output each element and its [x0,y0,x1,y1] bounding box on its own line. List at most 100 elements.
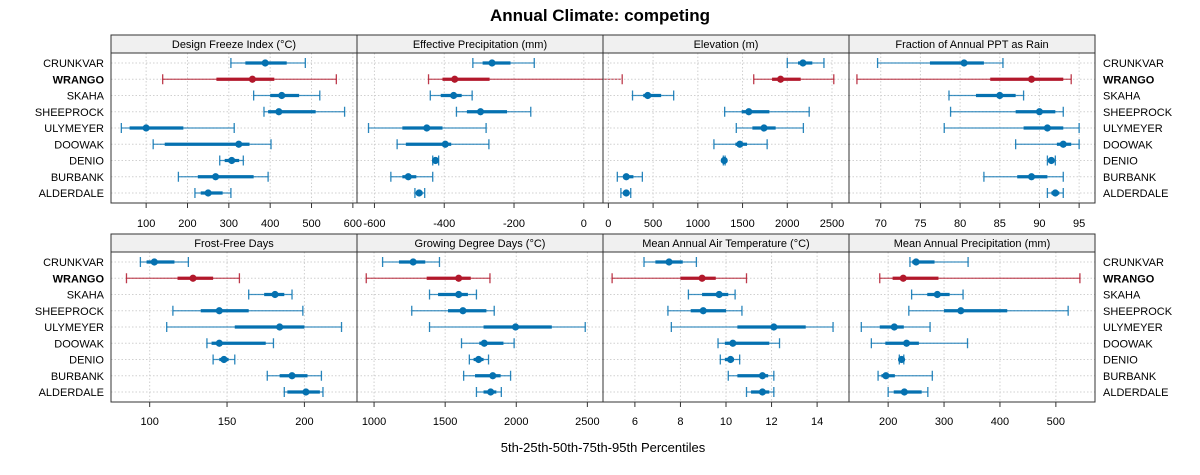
panel-border [848,251,1096,403]
row-label-right: BURBANK [1103,172,1157,184]
median-point [423,124,431,132]
row-label-left: CRUNKVAR [43,257,104,269]
percentile-mark-wrango [856,74,1072,85]
x-tick-label: 500 [302,218,320,230]
row-label-right: CRUNKVAR [1103,257,1164,269]
panel-2: Elevation (m) 0 500 1000 1500 2000 2500 [602,34,850,230]
median-point [736,140,744,148]
row-label-right: SKAHA [1103,91,1141,103]
median-point [288,372,296,380]
row-label-right: ALDERDALE [1103,387,1168,399]
percentile-mark-ulymeyer [367,123,487,133]
median-point [480,339,488,347]
median-point [189,274,197,282]
row-label-right: WRANGO [1103,273,1155,285]
percentile-mark-skaha [429,90,473,101]
row-label-left: SKAHA [67,91,105,103]
x-tick-label: 500 [644,218,662,230]
percentile-mark-alderdale [414,188,426,198]
median-point [431,156,440,165]
row-label-left: BURBANK [51,172,105,184]
x-tick-label: 150 [218,416,236,428]
percentile-mark-crunkvar [643,257,698,267]
median-point [996,91,1004,100]
median-point [745,108,753,116]
x-tick-label: 0 [605,218,611,230]
median-point [450,91,458,100]
percentile-mark-skaha [428,289,478,300]
panel-title: Effective Precipitation (mm) [413,39,547,51]
x-tick-label: 300 [220,218,238,230]
percentile-mark-ulymeyer [943,123,1080,133]
median-point [409,258,417,266]
median-point [302,388,310,396]
panel-title: Elevation (m) [694,39,759,51]
median-point [758,372,767,380]
x-axis-label: 5th-25th-50th-75th-95th Percentiles [501,440,706,455]
median-point [622,189,630,197]
x-tick-label: 2500 [820,218,844,230]
percentile-mark-alderdale [620,188,632,198]
median-point [278,91,286,100]
median-point [415,189,423,197]
median-point [455,274,463,282]
percentile-mark-alderdale [194,188,232,198]
median-point [882,372,890,380]
x-tick-label: 2000 [775,218,799,230]
median-point [276,323,284,331]
median-point [204,189,212,197]
percentile-mark-crunkvar [909,257,969,267]
median-point [215,307,223,315]
percentile-mark-burbank [177,171,269,182]
x-tick-label: 0 [581,218,587,230]
panel-5: Growing Degree Days (°C) 1000 1500 2000 2500 [356,233,604,428]
percentile-mark-ulymeyer [166,322,343,332]
row-label-left: DENIO [69,156,104,168]
percentile-mark-crunkvar [139,257,190,267]
median-point [799,59,807,67]
median-point [622,173,630,181]
median-point [511,323,520,331]
median-point [698,274,706,282]
row-label-left: SHEEPROCK [35,107,105,119]
panel-title: Growing Degree Days (°C) [415,238,546,250]
median-point [644,91,652,100]
median-point [960,59,968,67]
x-tick-label: 200 [178,218,196,230]
row-labels: CRUNKVAR CRUNKVAR WRANGO WRANGO SKAHA SKAHA SH… [35,58,1173,399]
median-point [487,388,495,396]
percentile-mark-denio [897,354,906,365]
percentile-mark-ulymeyer [860,322,931,332]
median-point [235,140,243,148]
percentile-mark-denio [431,155,440,166]
percentile-mark-doowak [206,338,275,349]
percentile-mark-skaha [910,289,964,300]
panel-title: Frost-Free Days [194,238,274,250]
median-point [729,339,737,347]
percentile-mark-doowak [396,139,490,150]
x-tick-label: 1000 [686,218,710,230]
row-label-right: DOOWAK [1103,338,1153,350]
percentile-mark-wrango [125,273,241,284]
percentile-mark-burbank [266,370,323,381]
x-tick-label: 200 [879,416,897,428]
percentile-mark-wrango [753,74,835,85]
median-point [261,59,269,67]
median-point [776,75,785,83]
median-point [1027,75,1036,83]
row-label-left: ULYMEYER [44,123,104,135]
median-point [900,388,908,396]
median-point [912,258,920,266]
x-tick-label: 14 [811,416,823,428]
x-tick-label: 1000 [362,416,386,428]
row-label-right: ULYMEYER [1103,322,1163,334]
percentile-mark-ulymeyer [120,123,235,133]
percentile-mark-sheeprock [908,305,1069,316]
median-point [902,339,911,347]
median-point [271,290,279,299]
median-point [899,274,907,282]
median-point [699,307,707,315]
percentile-mark-sheeprock [263,106,346,117]
percentile-mark-wrango [162,74,337,85]
row-label-left: WRANGO [53,74,105,86]
